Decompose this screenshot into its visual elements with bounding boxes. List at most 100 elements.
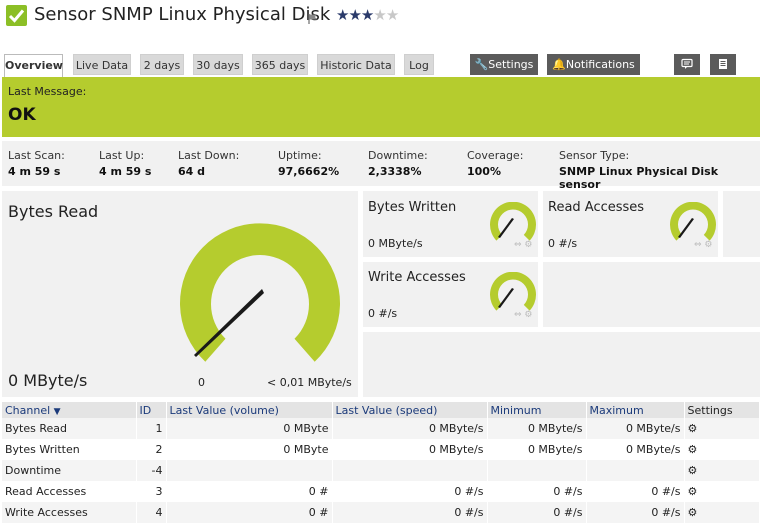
small-gauge-write-accesses [490, 272, 536, 311]
star-filled-icon[interactable]: ★ [348, 6, 361, 24]
gauge-value-write-accesses: 0 #/s [368, 307, 398, 320]
tab-historic-data[interactable]: Historic Data [317, 54, 395, 75]
column-header-settings: Settings [684, 402, 760, 418]
cell-channel[interactable]: Read Accesses [2, 481, 137, 502]
star-empty-icon[interactable]: ★ [385, 6, 399, 24]
main-gauge-needle [194, 289, 264, 357]
gauge-title-write-accesses: Write Accesses [368, 270, 466, 285]
priority-stars[interactable]: ★★★★★ [336, 6, 399, 24]
cell-id: 1 [136, 418, 167, 439]
stat-label-coverage: Coverage: [467, 149, 524, 162]
status-check-icon [6, 5, 27, 26]
cell-volume: 0 MByte [166, 418, 333, 439]
stat-value-last-down: 64 d [178, 165, 206, 178]
gauge-title-bytes-written: Bytes Written [368, 200, 457, 215]
gauge-value-bytes-read: 0 MByte/s [8, 371, 88, 390]
cell-min: 0 MByte/s [487, 418, 587, 439]
row-settings-gear-icon[interactable]: ⚙ [684, 502, 760, 523]
empty-tile [723, 191, 760, 257]
cell-volume [166, 460, 333, 481]
stat-label-last-up: Last Up: [99, 149, 145, 162]
stat-value-downtime: 2,3338% [368, 165, 422, 178]
table-row[interactable]: Bytes Read 1 0 MByte 0 MByte/s 0 MByte/s… [2, 418, 760, 439]
small-gauge-bytes-written [490, 202, 536, 241]
table-row[interactable]: Read Accesses 3 0 # 0 #/s 0 #/s 0 #/s ⚙ [2, 481, 760, 502]
cell-max: 0 MByte/s [586, 439, 685, 460]
tile-controls-icon[interactable]: ⇔ ⚙ [514, 310, 533, 320]
stat-value-sensor-type: SNMP Linux Physical Disk sensor [559, 165, 719, 191]
gauge-max-label: < 0,01 MByte/s [267, 376, 352, 389]
page-title: Sensor SNMP Linux Physical Disk [34, 4, 331, 25]
empty-tile [543, 262, 760, 327]
gauge-title-bytes-read: Bytes Read [8, 202, 99, 221]
table-row[interactable]: Write Accesses 4 0 # 0 #/s 0 #/s 0 #/s ⚙ [2, 502, 760, 523]
last-message-label: Last Message: [8, 85, 87, 98]
details-button[interactable] [710, 54, 736, 75]
stat-value-coverage: 100% [467, 165, 501, 178]
flag-icon[interactable] [307, 10, 319, 24]
last-message-value: OK [8, 105, 36, 125]
gauge-min-label: 0 [198, 376, 205, 389]
tab-live-data[interactable]: Live Data [73, 54, 131, 75]
stat-value-uptime: 97,6662% [278, 165, 340, 178]
column-header-channel[interactable]: Channel ▼ [2, 402, 137, 418]
tile-controls-icon[interactable]: ⇔ ⚙ [694, 240, 713, 250]
cell-channel[interactable]: Write Accesses [2, 502, 137, 523]
document-icon [719, 59, 727, 69]
cell-id: 3 [136, 481, 167, 502]
row-settings-gear-icon[interactable]: ⚙ [684, 460, 760, 481]
main-gauge [180, 223, 340, 362]
tab-2-days[interactable]: 2 days [140, 54, 184, 75]
comment-button[interactable] [674, 54, 700, 75]
row-settings-gear-icon[interactable]: ⚙ [684, 439, 760, 460]
cell-speed [332, 460, 488, 481]
cell-channel[interactable]: Downtime [2, 460, 137, 481]
column-header-minimum[interactable]: Minimum [487, 402, 587, 418]
cell-volume: 0 # [166, 481, 333, 502]
column-header-volume[interactable]: Last Value (volume) [166, 402, 333, 418]
star-empty-icon[interactable]: ★ [373, 6, 386, 24]
tab-log[interactable]: Log [404, 54, 434, 75]
cell-speed: 0 MByte/s [332, 418, 488, 439]
last-message-bar [2, 77, 760, 137]
cell-min [487, 460, 587, 481]
stat-label-last-down: Last Down: [178, 149, 240, 162]
bell-icon: 🔔 [552, 58, 566, 71]
gauge-tile-bytes-read [2, 191, 358, 397]
stat-label-downtime: Downtime: [368, 149, 428, 162]
notifications-button[interactable]: 🔔Notifications [547, 54, 640, 75]
tab-overview[interactable]: Overview [4, 54, 63, 77]
row-settings-gear-icon[interactable]: ⚙ [684, 481, 760, 502]
cell-max [586, 460, 685, 481]
gauge-value-read-accesses: 0 #/s [548, 237, 578, 250]
column-header-speed[interactable]: Last Value (speed) [332, 402, 488, 418]
cell-speed: 0 #/s [332, 481, 488, 502]
star-filled-icon[interactable]: ★ [360, 6, 374, 24]
cell-channel[interactable]: Bytes Written [2, 439, 137, 460]
cell-volume: 0 # [166, 502, 333, 523]
row-settings-gear-icon[interactable]: ⚙ [684, 418, 760, 439]
cell-channel[interactable]: Bytes Read [2, 418, 137, 439]
gauge-value-bytes-written: 0 MByte/s [368, 237, 423, 250]
empty-tile [363, 332, 760, 397]
settings-button[interactable]: 🔧Settings [470, 54, 538, 75]
tile-controls-icon[interactable]: ⇔ ⚙ [514, 240, 533, 250]
cell-max: 0 MByte/s [586, 418, 685, 439]
cell-id: 2 [136, 439, 167, 460]
wrench-icon: 🔧 [474, 58, 489, 71]
column-header-maximum[interactable]: Maximum [586, 402, 685, 418]
cell-volume: 0 MByte [166, 439, 333, 460]
tab-30-days[interactable]: 30 days [193, 54, 243, 75]
table-row[interactable]: Bytes Written 2 0 MByte 0 MByte/s 0 MByt… [2, 439, 760, 460]
stat-label-uptime: Uptime: [278, 149, 322, 162]
stats-panel [2, 141, 760, 186]
channels-table: Channel ▼ ID Last Value (volume) Last Va… [2, 402, 760, 523]
stat-label-last-scan: Last Scan: [8, 149, 65, 162]
column-header-id[interactable]: ID [136, 402, 167, 418]
cell-id: -4 [136, 460, 167, 481]
small-gauge-read-accesses [670, 202, 716, 241]
table-row[interactable]: Downtime -4 ⚙ [2, 460, 760, 481]
tab-365-days[interactable]: 365 days [252, 54, 308, 75]
star-filled-icon[interactable]: ★ [336, 6, 349, 24]
cell-min: 0 MByte/s [487, 439, 587, 460]
